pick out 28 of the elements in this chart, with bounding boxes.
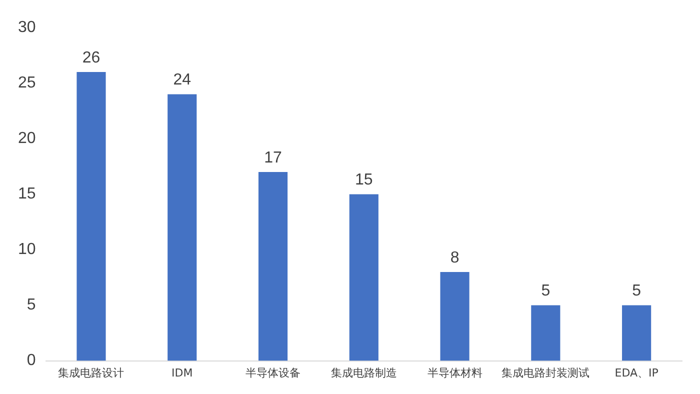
bar — [622, 305, 652, 361]
x-tick-label: 集成电路封装测试 — [502, 366, 590, 380]
data-label: 26 — [82, 49, 100, 66]
y-tick-label: 10 — [18, 241, 36, 258]
bar — [168, 94, 197, 361]
y-tick-label: 0 — [26, 352, 36, 370]
data-label: 5 — [541, 282, 550, 300]
x-tick-label: 半导体材料 — [427, 366, 482, 380]
y-tick-label: 20 — [18, 130, 36, 148]
x-tick-label: EDA、IP — [614, 366, 659, 380]
data-label: 15 — [355, 172, 373, 189]
bar — [531, 305, 560, 361]
x-tick-label: 集成电路制造 — [330, 366, 397, 380]
x-tick-label: 半导体设备 — [246, 366, 301, 380]
data-label: 5 — [632, 282, 642, 300]
bar — [440, 272, 470, 361]
x-tick-label: 集成电路设计 — [58, 366, 124, 380]
y-tick-label: 5 — [26, 296, 36, 314]
bar — [76, 72, 106, 361]
data-label: 8 — [450, 249, 460, 266]
data-label: 24 — [173, 72, 192, 89]
data-label: 17 — [264, 149, 282, 166]
bar — [349, 194, 378, 361]
y-tick-label: 25 — [18, 74, 36, 92]
y-tick-label: 30 — [18, 19, 36, 36]
x-tick-label: IDM — [172, 366, 193, 380]
y-tick-label: 15 — [18, 186, 36, 203]
bar — [258, 172, 288, 361]
